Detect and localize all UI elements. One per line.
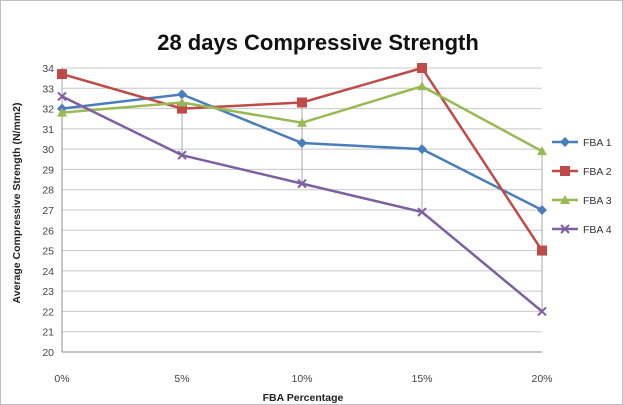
data-point <box>537 146 547 156</box>
legend-item: FBA 2 <box>552 166 612 178</box>
y-tick-label: 32 <box>42 104 54 116</box>
legend-marker <box>560 137 570 147</box>
y-tick-label: 31 <box>42 124 54 136</box>
legend-label: FBA 1 <box>583 137 612 149</box>
series-fba-2 <box>57 63 547 256</box>
x-tick-label: 5% <box>174 373 189 385</box>
y-axis-title: Average Compressive Strength (N/mm2) <box>11 103 23 304</box>
x-tick-label: 10% <box>291 373 312 385</box>
x-tick-labels: 0% 5% 10% 15% 20% <box>54 373 552 385</box>
data-point <box>417 144 427 155</box>
y-tick-label: 25 <box>42 246 54 258</box>
legend: FBA 1 FBA 2 FBA 3 FBA 4 <box>552 137 612 236</box>
y-tick-label: 26 <box>42 225 54 237</box>
data-point <box>297 117 307 127</box>
legend-marker <box>560 195 570 204</box>
legend-marker <box>560 166 570 176</box>
y-tick-label: 22 <box>42 306 54 318</box>
x-tick-label: 20% <box>531 373 552 385</box>
data-point <box>417 63 427 73</box>
data-point <box>177 150 187 160</box>
data-point <box>297 178 307 189</box>
legend-label: FBA 4 <box>583 224 612 236</box>
x-axis-title: FBA Percentage <box>263 392 344 404</box>
y-tick-label: 27 <box>42 205 54 217</box>
data-point <box>57 91 67 102</box>
data-point <box>297 138 307 149</box>
y-tick-label: 20 <box>42 347 54 359</box>
legend-item: FBA 1 <box>552 137 612 149</box>
chart-title: 28 days Compressive Strength <box>157 30 479 55</box>
y-tick-label: 34 <box>42 63 54 75</box>
data-point <box>177 97 187 107</box>
data-point <box>417 207 427 217</box>
y-tick-label: 24 <box>42 266 54 278</box>
y-tick-labels: 20 21 22 23 24 25 26 27 28 29 30 31 32 33 34 <box>42 63 54 359</box>
series-lines <box>57 63 547 317</box>
y-tick-label: 28 <box>42 185 54 197</box>
legend-item: FBA 4 <box>552 224 612 236</box>
x-tick-label: 15% <box>411 373 432 385</box>
data-point <box>57 69 67 80</box>
y-tick-label: 33 <box>42 83 54 95</box>
series-fba-1 <box>57 89 547 215</box>
data-point <box>537 245 547 256</box>
y-tick-label: 30 <box>42 144 54 156</box>
legend-label: FBA 2 <box>583 166 612 178</box>
legend-label: FBA 3 <box>583 195 612 207</box>
x-tick-label: 0% <box>54 373 69 385</box>
series-fba-3 <box>57 81 547 156</box>
y-tick-label: 21 <box>42 327 54 339</box>
data-point <box>177 103 187 114</box>
series-fba-4 <box>57 91 547 317</box>
data-point <box>57 107 67 117</box>
y-tick-label: 29 <box>42 164 54 176</box>
data-point <box>297 97 307 108</box>
data-point <box>177 89 187 100</box>
data-point <box>417 81 427 91</box>
legend-marker <box>560 224 570 234</box>
y-tick-label: 23 <box>42 286 54 298</box>
data-point <box>537 306 547 317</box>
data-point <box>537 205 547 215</box>
legend-item: FBA 3 <box>552 195 612 207</box>
